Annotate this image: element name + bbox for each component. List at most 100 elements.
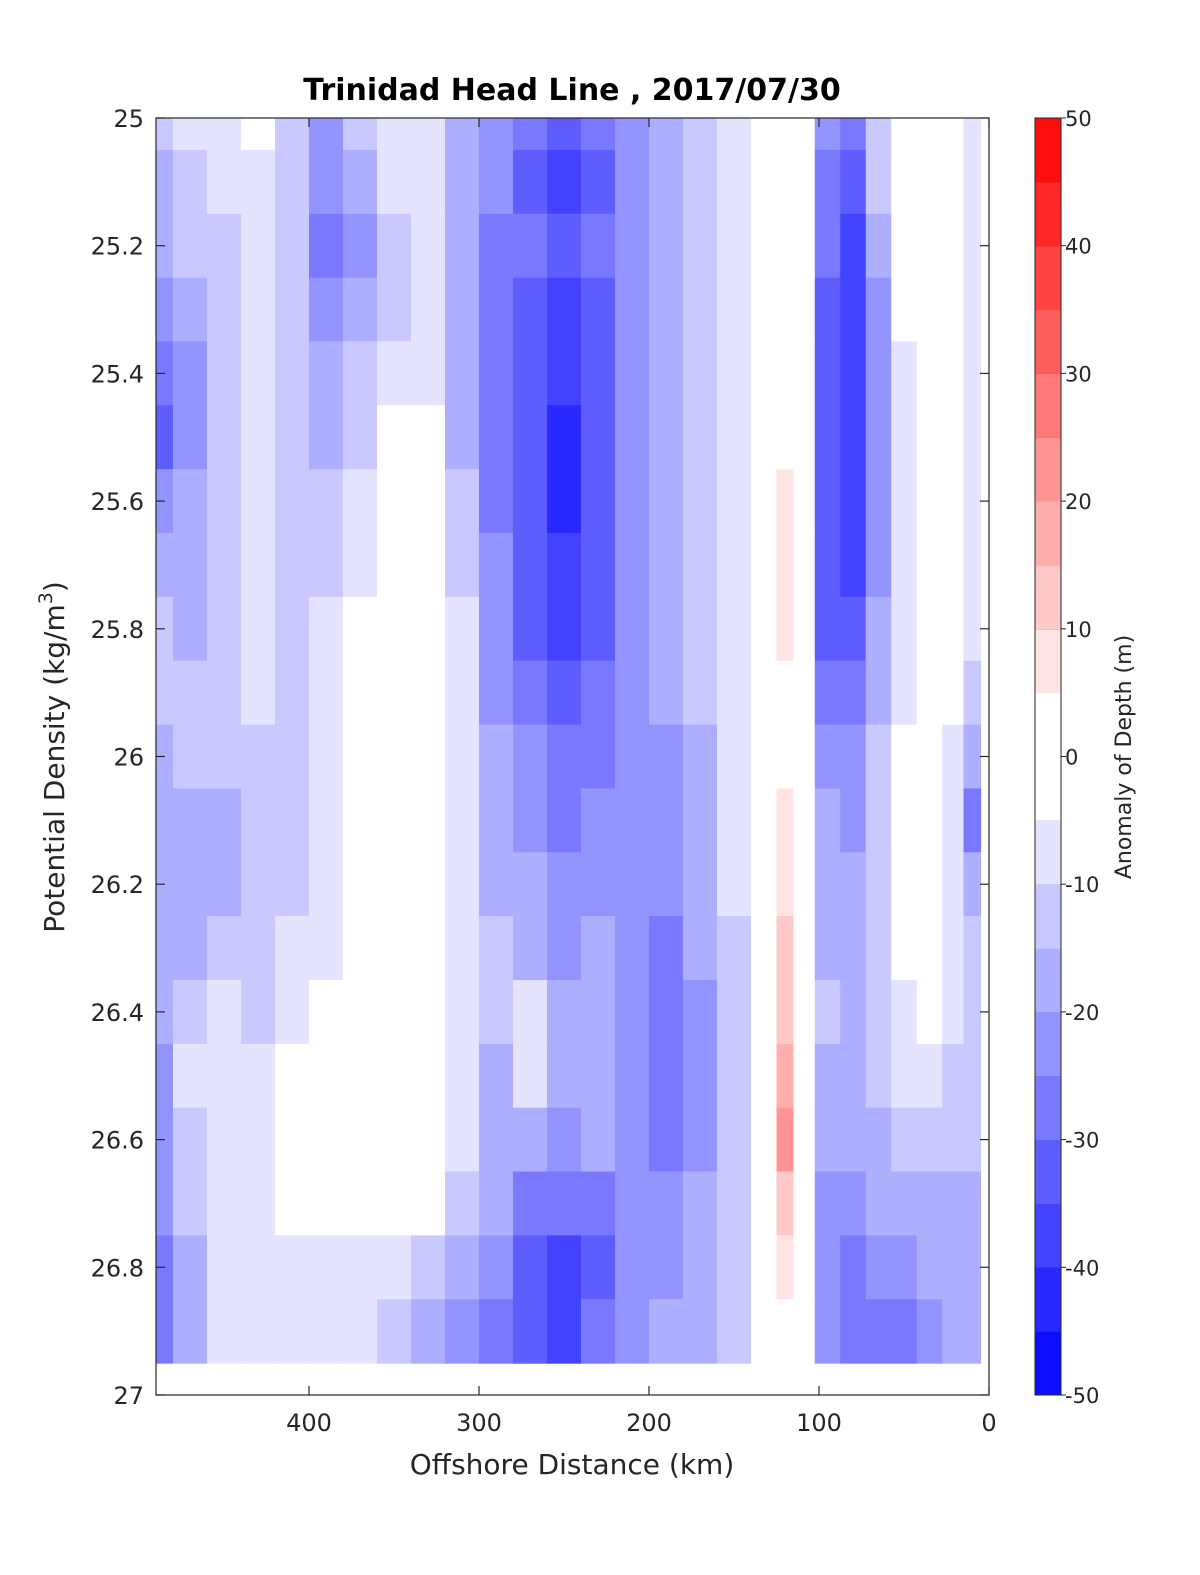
heatmap-cell <box>683 341 718 406</box>
heatmap-cell <box>776 724 795 790</box>
heatmap-cell <box>411 1299 446 1364</box>
heatmap-cell <box>343 596 378 662</box>
y-tick-label: 25.6 <box>91 488 144 516</box>
heatmap-cell <box>683 277 718 343</box>
colorbar-tick-label: 50 <box>1065 107 1092 131</box>
heatmap-cell <box>891 149 918 215</box>
heatmap-cell <box>547 1043 582 1109</box>
heatmap-cell <box>649 469 684 534</box>
heatmap-cell <box>683 1171 718 1236</box>
heatmap-cell <box>683 1235 718 1300</box>
heatmap-cell <box>207 1235 242 1300</box>
heatmap-cell <box>776 149 795 215</box>
heatmap-cell <box>717 533 752 598</box>
heatmap-cell <box>513 149 548 215</box>
heatmap-cell <box>865 1299 892 1364</box>
heatmap-cell <box>173 724 208 790</box>
heatmap-cell <box>717 1043 752 1109</box>
heatmap-cell <box>649 405 684 470</box>
heatmap-cell <box>963 852 982 917</box>
heatmap-cell <box>776 596 795 662</box>
heatmap-cell <box>840 788 867 853</box>
heatmap-cell <box>173 660 208 726</box>
heatmap-cell <box>683 533 718 598</box>
heatmap-cell <box>942 533 965 598</box>
heatmap-cell <box>547 1107 582 1173</box>
heatmap-cell <box>275 596 310 662</box>
heatmap-cell <box>751 788 778 853</box>
heatmap-cell <box>717 1107 752 1173</box>
heatmap-cell <box>377 213 412 279</box>
colorbar-ticks: 50 40 30 20 10 0 -10 -20 -30 -40 -50 <box>1061 107 1099 1408</box>
heatmap-cell <box>891 1107 918 1173</box>
heatmap-cell <box>173 852 208 917</box>
heatmap-cell <box>840 1299 867 1364</box>
heatmap-cell <box>547 213 582 279</box>
heatmap-cell <box>241 1235 276 1300</box>
heatmap-cell <box>241 1043 276 1109</box>
heatmap-cell <box>751 724 778 790</box>
heatmap-cell <box>865 1171 892 1236</box>
heatmap-cell <box>309 1043 344 1109</box>
colorbar-band <box>1035 692 1061 757</box>
heatmap-cell <box>615 1171 650 1236</box>
heatmap-cell <box>309 1171 344 1236</box>
heatmap-cell <box>776 788 795 853</box>
heatmap-cell <box>547 1299 582 1364</box>
heatmap-cell <box>963 469 982 534</box>
heatmap-cell <box>343 979 378 1045</box>
heatmap-cell <box>411 469 446 534</box>
heatmap-cell <box>581 660 616 726</box>
heatmap-cell <box>343 1043 378 1109</box>
heatmap-cell <box>615 213 650 279</box>
heatmap-cell <box>377 724 412 790</box>
colorbar-band <box>1035 245 1061 311</box>
heatmap-cell <box>751 1043 778 1109</box>
heatmap-cell <box>916 213 943 279</box>
heatmap-cell <box>793 213 816 279</box>
heatmap-cell <box>207 1043 242 1109</box>
heatmap-cell <box>865 149 892 215</box>
y-tick-label: 26.2 <box>91 871 144 899</box>
heatmap-cell <box>581 533 616 598</box>
heatmap-cell <box>207 405 242 470</box>
heatmap-cell <box>156 405 174 470</box>
heatmap-cell <box>865 596 892 662</box>
heatmap-cell <box>513 788 548 853</box>
heatmap-cell <box>547 724 582 790</box>
colorbar-tick-label: 30 <box>1065 362 1092 386</box>
heatmap-cell <box>717 788 752 853</box>
heatmap-cell <box>377 788 412 853</box>
heatmap-cell <box>649 213 684 279</box>
heatmap-cell <box>445 852 480 917</box>
heatmap-cell <box>411 788 446 853</box>
heatmap-cell <box>942 1235 965 1300</box>
heatmap-cell <box>814 469 841 534</box>
heatmap-cell <box>513 724 548 790</box>
heatmap-cell <box>751 469 778 534</box>
heatmap-cell <box>840 852 867 917</box>
heatmap-cell <box>445 341 480 406</box>
heatmap-cell <box>309 469 344 534</box>
heatmap-cell <box>615 660 650 726</box>
heatmap-cell <box>942 724 965 790</box>
heatmap-cell <box>173 1299 208 1364</box>
heatmap-cell <box>814 405 841 470</box>
colorbar-band <box>1035 820 1061 885</box>
heatmap-cell <box>717 916 752 981</box>
y-axis-label-main: Potential Density (kg/m <box>38 604 71 933</box>
heatmap-cell <box>241 788 276 853</box>
heatmap-cell <box>891 469 918 534</box>
heatmap-cell <box>942 277 965 343</box>
heatmap-cell <box>615 118 650 151</box>
heatmap-cell <box>840 405 867 470</box>
heatmap-cell <box>683 596 718 662</box>
heatmap-cell <box>581 1171 616 1236</box>
heatmap-cell <box>479 596 514 662</box>
heatmap-cell <box>916 979 943 1045</box>
colorbar-band <box>1035 118 1061 183</box>
heatmap-cell <box>891 724 918 790</box>
plot-area <box>155 117 990 1396</box>
heatmap-cell <box>840 118 867 151</box>
heatmap-cell <box>445 118 480 151</box>
